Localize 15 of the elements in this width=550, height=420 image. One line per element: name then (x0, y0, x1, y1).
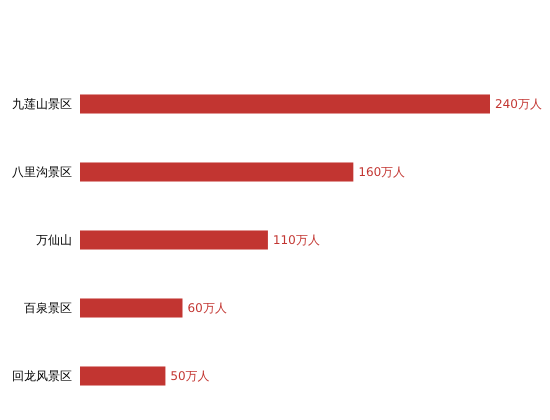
data-label: 60万人 (188, 301, 227, 316)
y-tick-label: 百泉景区 (24, 301, 72, 316)
data-label: 160万人 (358, 165, 406, 180)
bar (80, 230, 268, 250)
y-tick-label: 八里沟景区 (12, 165, 72, 180)
y-tick-label: 回龙风景区 (12, 369, 72, 384)
bar (80, 162, 354, 182)
bar (80, 94, 490, 114)
bar (80, 298, 182, 318)
data-label: 50万人 (170, 369, 210, 384)
y-tick-label: 九莲山景区 (12, 97, 72, 112)
data-label: 240万人 (495, 97, 542, 112)
data-label: 110万人 (272, 233, 320, 248)
bar (80, 366, 166, 386)
y-tick-label: 万仙山 (36, 233, 72, 248)
